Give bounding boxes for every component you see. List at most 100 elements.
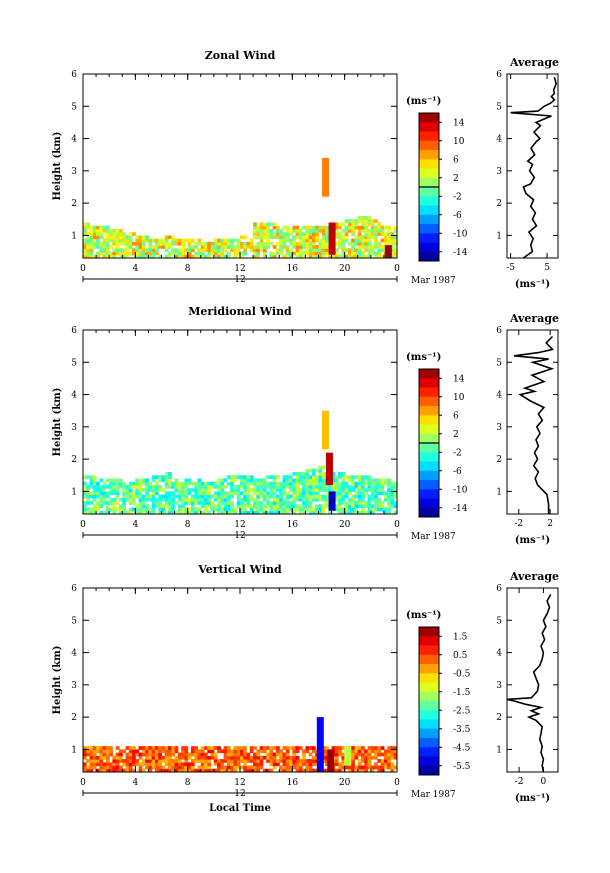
heatmap-cell <box>325 248 329 253</box>
heatmap-cell <box>341 478 346 483</box>
heatmap-cell <box>285 494 290 499</box>
heatmap-cell <box>321 465 326 470</box>
colorbar-tick-label: -2.5 <box>453 706 471 716</box>
x-tick-label: 12 <box>234 778 245 788</box>
heatmap-cell <box>132 494 136 499</box>
heatmap-cell <box>190 488 195 492</box>
heatmap-cell <box>262 746 267 750</box>
heatmap-cell <box>279 238 284 243</box>
heatmap-cell <box>177 765 182 770</box>
colorbar-swatch <box>419 443 439 453</box>
heatmap-cell <box>383 478 388 483</box>
heatmap-cell <box>174 768 179 773</box>
heatmap-cell <box>92 759 97 763</box>
heatmap-cell <box>174 746 179 750</box>
heatmap-cell <box>128 494 133 499</box>
heatmap-cell <box>83 746 87 750</box>
heatmap-cell <box>112 510 117 515</box>
heatmap-cell <box>92 245 97 249</box>
heatmap-cell <box>200 510 205 515</box>
heatmap-cell <box>83 251 87 256</box>
heatmap-cell <box>220 749 225 754</box>
heatmap-cell <box>295 494 300 499</box>
heatmap-cell <box>86 251 91 256</box>
heatmap-cell <box>92 749 97 754</box>
heatmap-cell <box>387 507 391 512</box>
heatmap-cell <box>298 491 303 496</box>
heatmap-cell <box>266 755 270 760</box>
heatmap-cell <box>315 504 319 509</box>
heatmap-cell <box>115 765 120 770</box>
heatmap-cell <box>253 232 257 236</box>
heatmap-cell <box>83 228 87 233</box>
heatmap-cell <box>298 235 303 240</box>
heatmap-cell <box>138 494 143 499</box>
heatmap-cell <box>390 245 395 249</box>
colorbar-units: (ms⁻¹) <box>406 610 441 621</box>
heatmap-cell <box>174 241 179 246</box>
heatmap-cell <box>315 225 319 230</box>
heatmap-cell <box>318 465 323 470</box>
heatmap-cell <box>292 510 297 515</box>
heatmap-cell <box>387 765 391 770</box>
heatmap-cell <box>331 746 336 750</box>
heatmap-cell <box>96 251 100 256</box>
heatmap-cell <box>331 472 336 476</box>
heatmap-cell <box>171 241 176 246</box>
heatmap-cell <box>383 507 388 512</box>
heatmap-cell <box>285 481 290 486</box>
heatmap-cell <box>236 749 241 754</box>
heatmap-cell <box>351 254 355 259</box>
heatmap-cell <box>86 488 91 492</box>
heatmap-cell <box>151 752 156 757</box>
heatmap-cell <box>325 752 329 757</box>
heatmap-cell <box>367 228 372 233</box>
heatmap-cell <box>168 746 172 750</box>
heatmap-cell <box>387 478 391 483</box>
heatmap-cell <box>168 475 172 479</box>
heatmap-cell <box>141 762 146 767</box>
colorbar-swatch <box>419 406 439 416</box>
colorbar-tick-label: -10 <box>453 229 468 239</box>
heatmap-cell <box>321 488 326 492</box>
heatmap-cell <box>171 497 176 502</box>
heatmap-cell <box>168 254 172 259</box>
heatmap-cell <box>341 501 346 505</box>
heatmap-cell <box>302 510 306 515</box>
heatmap-cell <box>259 484 264 489</box>
heatmap-cell <box>390 254 395 259</box>
heatmap-cell <box>118 510 123 515</box>
colorbar-swatch <box>419 113 439 123</box>
heatmap-cell <box>197 478 202 483</box>
heatmap-cell <box>187 478 192 483</box>
heatmap-cell <box>315 238 319 243</box>
heatmap-cell <box>154 752 159 757</box>
heatmap-cell <box>295 248 300 253</box>
heatmap-cell <box>141 241 146 246</box>
heatmap-cell <box>194 494 198 499</box>
heatmap-cell <box>269 507 274 512</box>
heatmap-cell <box>181 762 185 767</box>
heatmap-cell <box>380 762 385 767</box>
heatmap-cell <box>102 254 107 259</box>
colorbar-swatch <box>419 470 439 481</box>
heatmap-cell <box>158 507 162 512</box>
heatmap-cell <box>236 746 241 750</box>
colorbar-swatch <box>419 150 439 160</box>
heatmap-cell <box>240 507 244 512</box>
heatmap-cell <box>315 481 319 486</box>
heatmap-cell <box>158 752 162 757</box>
heatmap-cell <box>177 241 182 246</box>
heatmap-cell <box>344 232 349 236</box>
heatmap-cell <box>315 510 319 515</box>
heatmap-cell <box>233 762 238 767</box>
colorbar-swatch <box>419 415 439 425</box>
heatmap-cell <box>253 235 257 240</box>
heatmap-cell <box>115 248 120 253</box>
colorbar-swatch <box>419 378 439 388</box>
heatmap-cell <box>213 759 218 763</box>
heatmap-cell <box>311 254 316 259</box>
heatmap-cell <box>292 228 297 233</box>
heatmap-cell <box>292 478 297 483</box>
